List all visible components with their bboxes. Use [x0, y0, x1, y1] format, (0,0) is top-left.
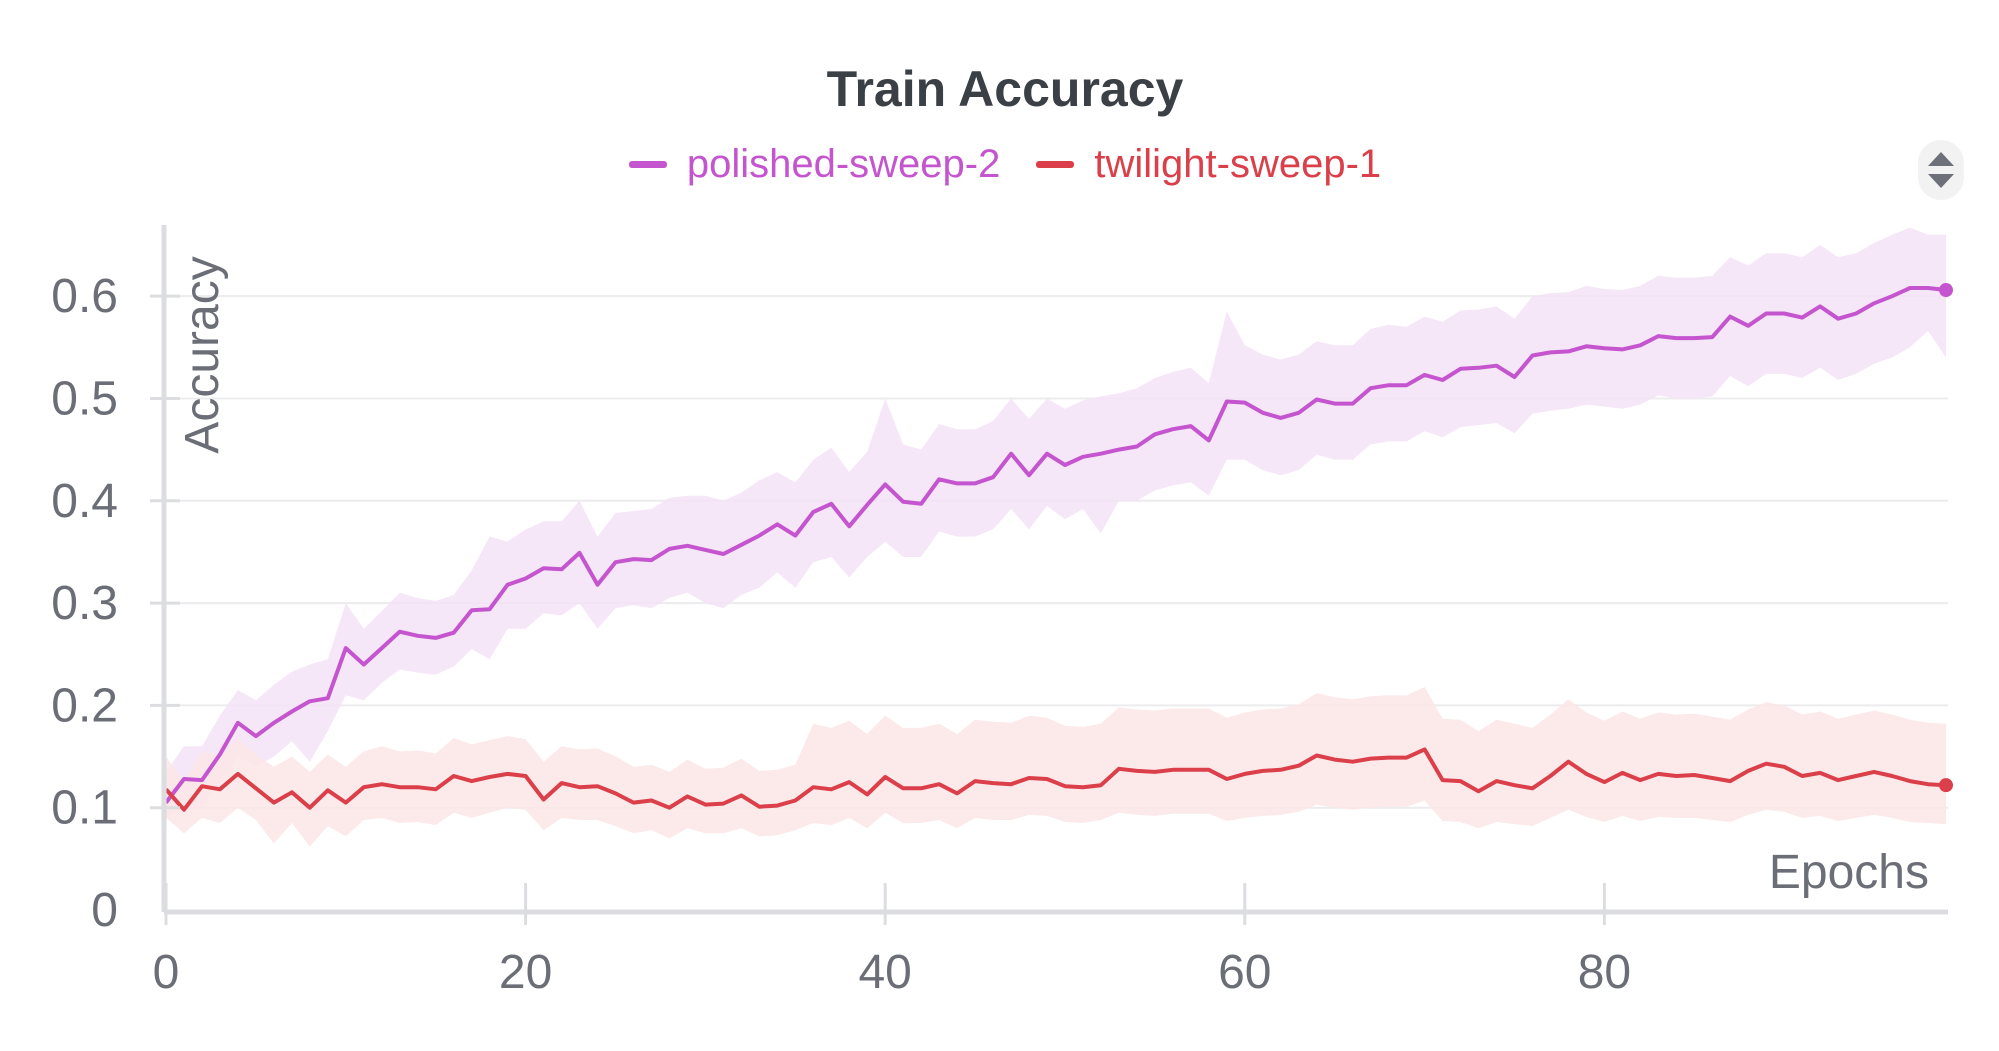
- y-tick-label: 0.1: [51, 782, 118, 835]
- up-down-chevron-icon[interactable]: [1918, 140, 1964, 200]
- series-line-twilight-sweep-1[interactable]: [164, 747, 1947, 812]
- series-endpoint-polished-sweep-2[interactable]: [1939, 283, 1953, 298]
- y-axis-title: Accuracy: [176, 256, 229, 453]
- legend-swatch-twilight-sweep-1: [1036, 161, 1075, 168]
- x-axis-title: Epochs: [1769, 846, 1929, 899]
- series-band-twilight-sweep-1: [166, 687, 1946, 847]
- series-endpoint-twilight-sweep-1[interactable]: [1939, 778, 1953, 793]
- legend-item-polished-sweep-2[interactable]: polished-sweep-2: [628, 142, 1001, 187]
- chart-title: Train Accuracy: [826, 61, 1184, 117]
- legend-swatch-polished-sweep-2: [628, 161, 667, 168]
- series-line-polished-sweep-2[interactable]: [164, 286, 1947, 804]
- legend-item-twilight-sweep-1[interactable]: twilight-sweep-1: [1036, 142, 1381, 187]
- y-tick-label: 0.3: [51, 577, 118, 630]
- y-tick-label: 0.6: [51, 270, 118, 323]
- y-tick-label: 0.5: [51, 372, 118, 425]
- legend-label-twilight-sweep-1: twilight-sweep-1: [1094, 142, 1382, 186]
- x-tick-label: 80: [1578, 946, 1631, 999]
- y-tick-label: 0.4: [51, 475, 118, 528]
- y-tick-label: 0.2: [51, 679, 118, 732]
- x-tick-label: 20: [499, 946, 552, 999]
- x-tick-label: 60: [1218, 946, 1271, 999]
- legend: polished-sweep-2 twilight-sweep-1: [0, 142, 1999, 187]
- series-band-polished-sweep-2: [166, 227, 1946, 818]
- x-tick-label: 40: [858, 946, 911, 999]
- y-tick-label: 0: [91, 884, 118, 937]
- x-tick-label: 0: [153, 946, 180, 999]
- legend-label-polished-sweep-2: polished-sweep-2: [686, 142, 1001, 186]
